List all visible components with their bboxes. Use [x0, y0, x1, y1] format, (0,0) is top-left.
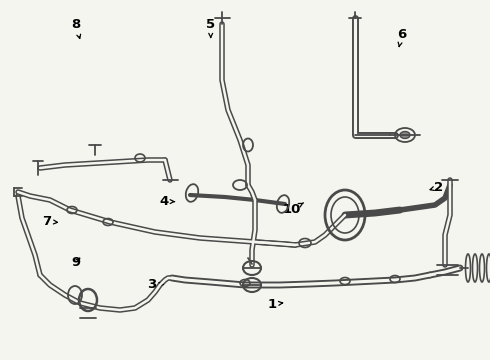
Text: 7: 7 [42, 215, 57, 228]
Text: 1: 1 [268, 298, 283, 311]
Ellipse shape [400, 131, 410, 139]
Text: 4: 4 [160, 195, 174, 208]
Text: 5: 5 [206, 18, 215, 37]
Text: 10: 10 [282, 203, 303, 216]
Text: 9: 9 [72, 256, 80, 269]
Text: 2: 2 [430, 181, 443, 194]
Text: 8: 8 [72, 18, 81, 39]
Text: 3: 3 [147, 278, 163, 291]
Text: 6: 6 [397, 28, 406, 46]
